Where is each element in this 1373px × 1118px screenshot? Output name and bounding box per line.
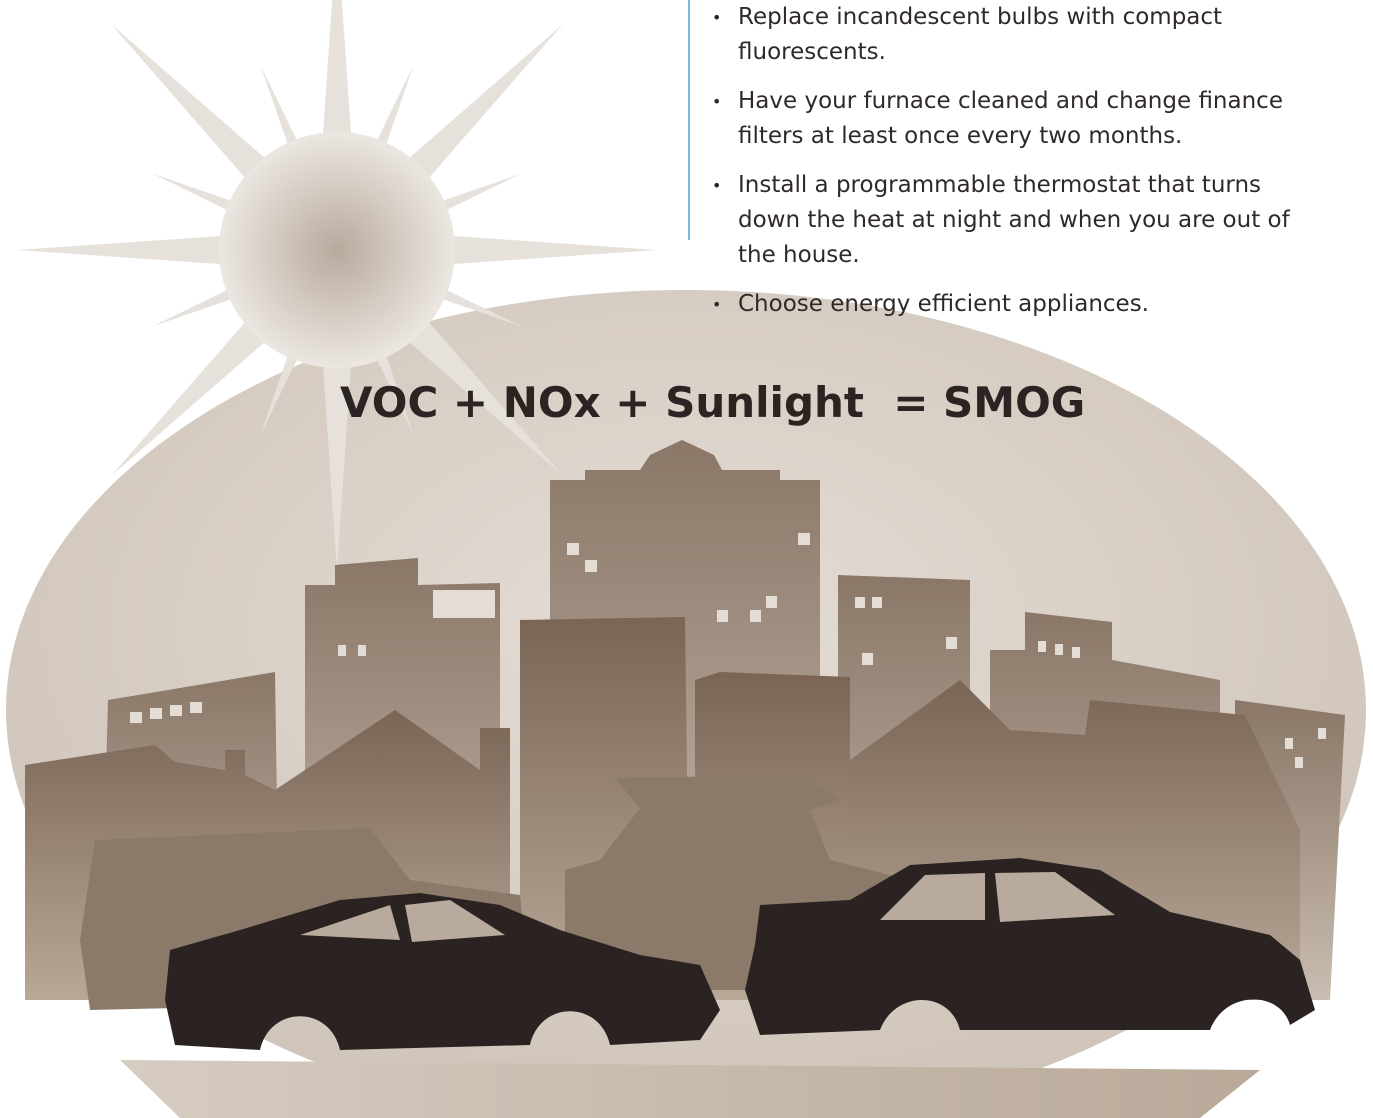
tip: Install a programmable thermostat that t…: [690, 168, 1330, 273]
tips-list: Replace incandescent bulbs with compact …: [688, 0, 1330, 240]
sun: [219, 132, 455, 368]
tip: Replace incandescent bulbs with compact …: [690, 0, 1330, 70]
road: [120, 1060, 1260, 1118]
page: Replace incandescent bulbs with compact …: [0, 0, 1373, 1118]
equation: VOC + NOx + Sunlight = SMOG: [340, 378, 1040, 427]
tip: Choose energy efficient appliances.: [690, 287, 1330, 322]
tip: Have your furnace cleaned and change fin…: [690, 84, 1330, 154]
